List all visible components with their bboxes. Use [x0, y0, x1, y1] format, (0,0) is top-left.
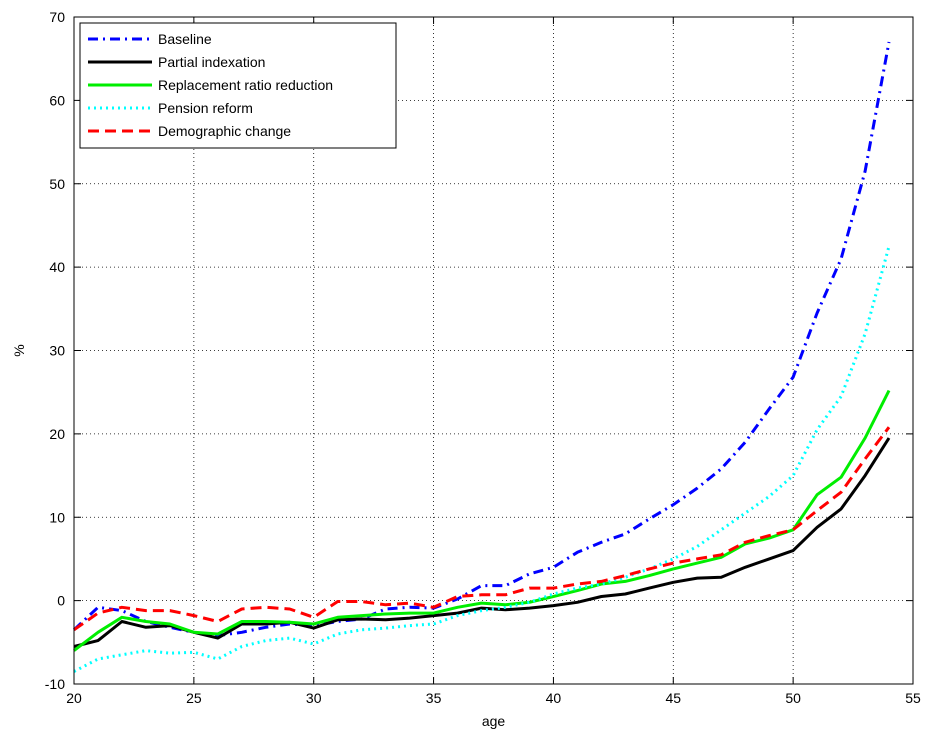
series-line-pension-reform — [73, 245, 891, 673]
x-tick-label: 35 — [426, 690, 442, 706]
y-axis-label: % — [11, 344, 27, 356]
legend-label-baseline: Baseline — [158, 31, 212, 47]
series-group — [72, 41, 891, 673]
series-line-replacement-ratio-reduction — [73, 389, 891, 652]
series-line-partial-indexation — [73, 437, 891, 648]
x-tick-label: 45 — [665, 690, 681, 706]
legend-label-replacement-ratio-reduction: Replacement ratio reduction — [158, 77, 333, 93]
legend-label-pension-reform: Pension reform — [158, 100, 253, 116]
ticks — [73, 16, 914, 685]
y-tick-label: 50 — [49, 176, 65, 192]
x-tick-label: 20 — [66, 690, 82, 706]
y-tick-label: 10 — [49, 509, 65, 525]
y-tick-label: 70 — [49, 9, 65, 25]
x-tick-label: 30 — [306, 690, 322, 706]
legend: Baseline Partial indexation Replacement ra… — [79, 22, 397, 149]
legend-label-partial-indexation: Partial indexation — [158, 54, 265, 70]
y-tick-label: -10 — [45, 676, 65, 692]
x-tick-label: 25 — [186, 690, 202, 706]
y-tick-label: 60 — [49, 92, 65, 108]
x-tick-label: 55 — [905, 690, 921, 706]
series-line-demographic-change — [73, 426, 891, 632]
tick-labels: 20 25 30 35 40 45 50 55 -10 0 10 20 30 40 50 60 70 — [45, 9, 921, 706]
y-tick-label: 20 — [49, 426, 65, 442]
y-tick-label: 30 — [49, 343, 65, 359]
x-axis-label: age — [482, 713, 506, 729]
y-tick-label: 0 — [57, 593, 65, 609]
y-tick-label: 40 — [49, 259, 65, 275]
legend-label-demographic-change: Demographic change — [158, 123, 291, 139]
x-tick-label: 40 — [546, 690, 562, 706]
x-tick-label: 50 — [785, 690, 801, 706]
